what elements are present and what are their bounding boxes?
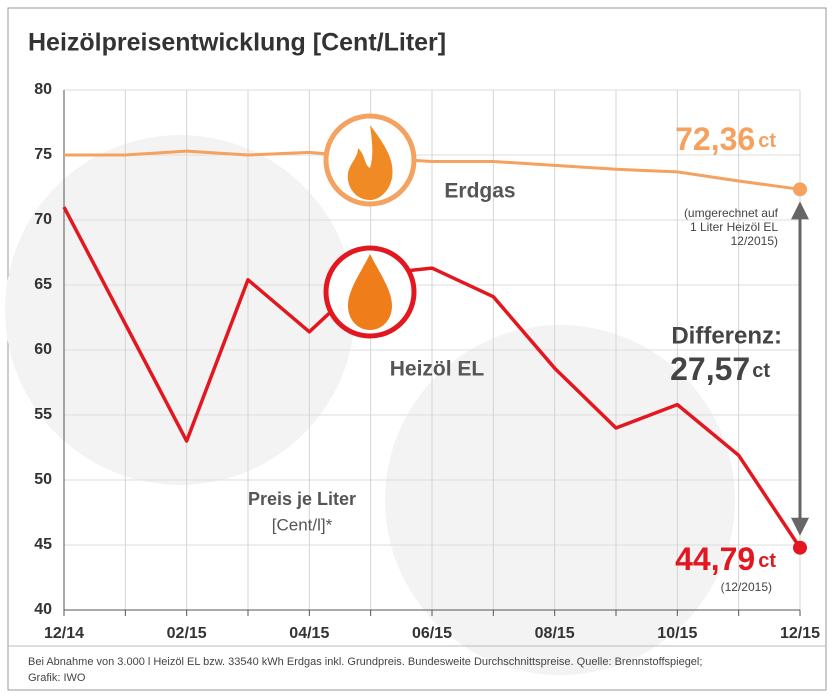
coin-bg <box>5 135 355 485</box>
note: 1 Liter Heizöl EL <box>690 220 778 234</box>
x-tick-label: 12/14 <box>44 625 84 642</box>
axis-label: Preis je Liter <box>248 489 356 509</box>
value-unit: ct <box>758 550 776 572</box>
y-tick-label: 45 <box>34 536 52 553</box>
drop <box>348 254 392 330</box>
x-tick-label: 12/15 <box>780 625 820 642</box>
x-tick-label: 02/15 <box>167 625 207 642</box>
value-unit: ct <box>758 130 776 152</box>
flame <box>347 125 393 200</box>
oil-icon <box>323 245 417 339</box>
y-tick-label: 40 <box>34 601 52 618</box>
series-line <box>62 206 802 549</box>
end-dot <box>793 182 807 197</box>
series-line <box>64 149 801 191</box>
y-tick-label: 70 <box>34 211 52 228</box>
end-dot <box>793 540 807 555</box>
series-label: Erdgas <box>444 180 515 203</box>
diff-unit: ct <box>752 360 770 382</box>
arrow-head <box>791 201 809 220</box>
footnote: Grafik: IWO <box>28 672 86 684</box>
note: (12/2015) <box>721 580 772 594</box>
footnote: Bei Abnahme von 3.000 l Heizöl EL bzw. 3… <box>28 656 702 668</box>
value-label: 44,79 ct <box>675 541 776 577</box>
gas-icon <box>323 113 417 207</box>
value-label: 72,36 ct <box>675 121 776 157</box>
y-tick-label: 50 <box>34 471 52 488</box>
arrow-head <box>791 517 809 536</box>
y-tick-label: 60 <box>34 341 52 358</box>
x-tick-label: 10/15 <box>657 625 697 642</box>
coin-bg <box>385 325 735 675</box>
y-tick-label: 65 <box>34 276 52 293</box>
diff-value: 27,57 ct <box>670 351 770 387</box>
y-tick-label: 55 <box>34 406 52 423</box>
y-tick-label: 75 <box>34 146 52 163</box>
axis-label: [Cent/l]* <box>272 515 333 534</box>
x-tick-label: 04/15 <box>289 625 329 642</box>
series-label: Heizöl EL <box>390 358 485 381</box>
chart-title: Heizölpreisentwicklung [Cent/Liter] <box>28 29 446 57</box>
icon-circle <box>323 113 417 207</box>
value-number: 44,79 <box>675 541 755 577</box>
value-number: 72,36 <box>675 121 755 157</box>
note: (umgerechnet auf <box>684 206 779 220</box>
x-tick-label: 06/15 <box>412 625 452 642</box>
y-tick-label: 80 <box>34 81 52 98</box>
diff-label: Differenz: <box>671 322 782 349</box>
diff-number: 27,57 <box>670 351 750 387</box>
note: 12/2015) <box>731 234 778 248</box>
x-tick-label: 08/15 <box>535 625 575 642</box>
